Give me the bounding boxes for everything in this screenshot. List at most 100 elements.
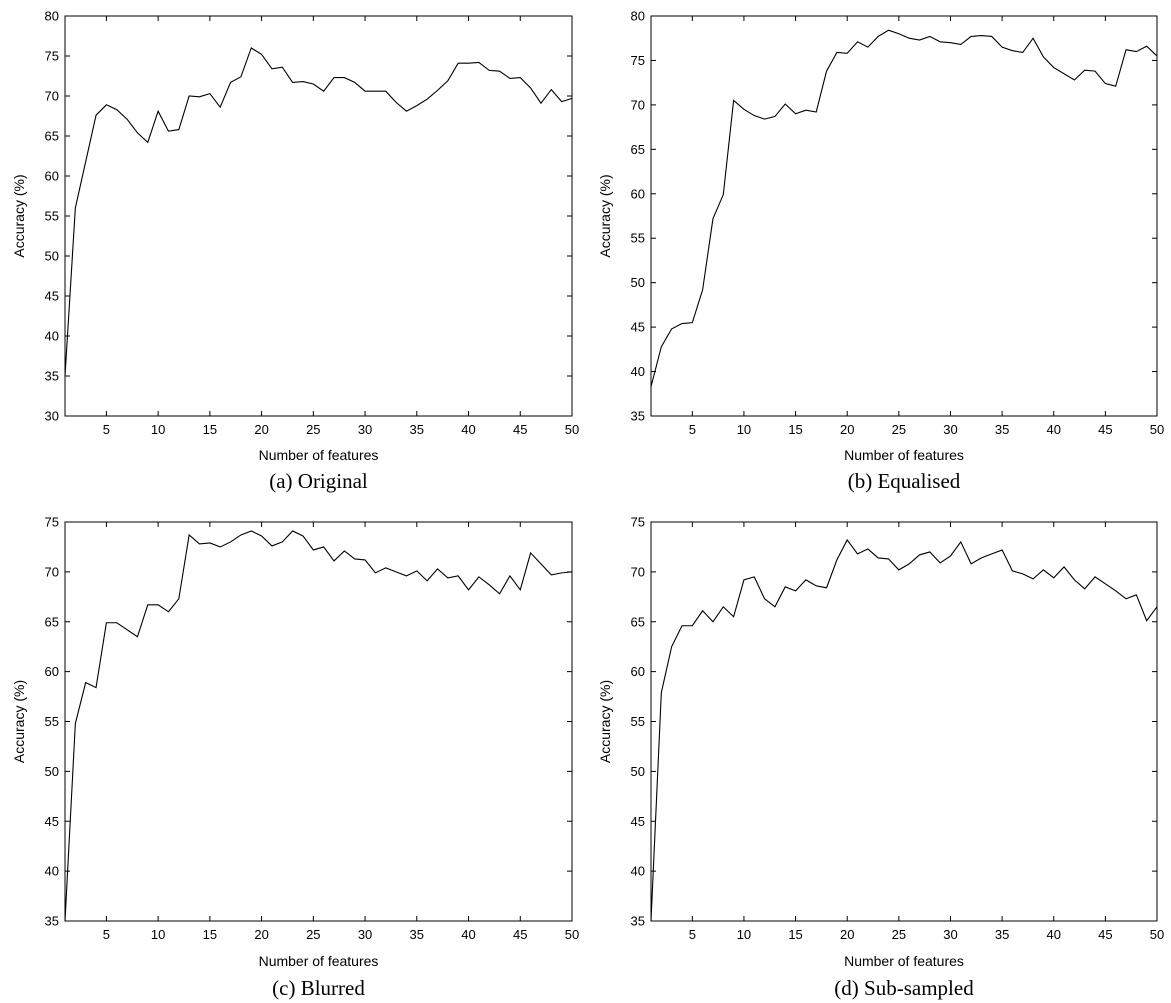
x-tick-label: 20 xyxy=(254,927,268,942)
y-tick-label: 45 xyxy=(631,320,645,335)
accuracy-line xyxy=(64,47,573,377)
x-tick-label: 50 xyxy=(1150,927,1164,942)
x-tick-label: 25 xyxy=(306,422,320,437)
x-tick-label: 35 xyxy=(410,422,424,437)
y-tick-label: 35 xyxy=(45,369,59,384)
y-tick-label: 40 xyxy=(631,864,645,879)
x-tick-label: 50 xyxy=(565,422,579,437)
x-tick-label: 35 xyxy=(995,422,1009,437)
y-tick-label: 30 xyxy=(45,409,59,424)
x-tick-label: 20 xyxy=(840,927,854,942)
subplot-d: 5 10 15 20 25 30 35 40 45 50 35 40 45 50 55 60 65 70 75 Num… xyxy=(597,515,1164,1001)
x-tick-label: 15 xyxy=(788,422,802,437)
subplot-caption: (d) Sub-sampled xyxy=(834,976,974,1000)
y-tick-label: 55 xyxy=(45,209,59,224)
subplot-caption: (b) Equalised xyxy=(848,469,961,493)
x-tick-label: 10 xyxy=(737,927,751,942)
x-tick-label: 40 xyxy=(1047,927,1061,942)
axes-frame xyxy=(64,521,573,922)
y-tick-label: 35 xyxy=(631,409,645,424)
y-tick-label: 50 xyxy=(45,249,59,264)
y-tick-label: 70 xyxy=(631,564,645,579)
accuracy-line xyxy=(650,538,1158,922)
subplot-c: 5 10 15 20 25 30 35 40 45 50 35 40 45 50 55 60 65 70 75 Num… xyxy=(11,515,579,1001)
x-tick-label: 20 xyxy=(840,422,854,437)
accuracy-line xyxy=(650,29,1158,387)
x-tick-label: 10 xyxy=(151,927,165,942)
y-tick-label: 65 xyxy=(631,614,645,629)
x-tick-label: 40 xyxy=(1047,422,1061,437)
subplot-caption: (c) Blurred xyxy=(272,976,365,1000)
accuracy-line xyxy=(64,530,573,922)
y-tick-label: 40 xyxy=(631,364,645,379)
y-tick-label: 65 xyxy=(631,142,645,157)
x-tick-label: 45 xyxy=(513,422,527,437)
y-tick-label: 70 xyxy=(45,89,59,104)
y-tick-label: 75 xyxy=(45,49,59,64)
y-tick-label: 40 xyxy=(45,864,59,879)
y-axis-label: Accuracy (%) xyxy=(597,680,613,763)
x-axis-label: Number of features xyxy=(844,447,964,463)
y-tick-label: 60 xyxy=(45,169,59,184)
x-tick-label: 10 xyxy=(151,422,165,437)
y-tick-label: 35 xyxy=(45,914,59,929)
x-tick-label: 15 xyxy=(203,422,217,437)
y-tick-label: 55 xyxy=(631,714,645,729)
y-tick-label: 65 xyxy=(45,129,59,144)
x-tick-label: 25 xyxy=(892,927,906,942)
x-tick-label: 45 xyxy=(1098,422,1112,437)
y-tick-label: 60 xyxy=(631,186,645,201)
subplot-caption: (a) Original xyxy=(269,469,368,493)
x-tick-label: 40 xyxy=(461,927,475,942)
x-tick-label: 45 xyxy=(513,927,527,942)
x-tick-label: 5 xyxy=(103,422,110,437)
y-tick-label: 45 xyxy=(45,814,59,829)
axes-frame xyxy=(650,15,1158,417)
x-tick-label: 40 xyxy=(461,422,475,437)
x-tick-label: 35 xyxy=(410,927,424,942)
y-tick-label: 80 xyxy=(631,9,645,24)
x-tick-label: 30 xyxy=(358,422,372,437)
x-tick-label: 15 xyxy=(203,927,217,942)
subplot-a: 5 10 15 20 25 30 35 40 45 50 30 35 40 45 50 55 60 65 70 75 8… xyxy=(11,9,579,494)
x-tick-label: 10 xyxy=(737,422,751,437)
y-tick-label: 65 xyxy=(45,614,59,629)
x-tick-label: 30 xyxy=(943,422,957,437)
y-tick-label: 70 xyxy=(45,564,59,579)
axes-frame xyxy=(64,15,573,417)
y-tick-label: 35 xyxy=(631,914,645,929)
y-tick-label: 75 xyxy=(45,515,59,530)
y-axis-label: Accuracy (%) xyxy=(597,174,613,257)
x-tick-label: 45 xyxy=(1098,927,1112,942)
y-tick-label: 50 xyxy=(45,764,59,779)
x-tick-label: 35 xyxy=(995,927,1009,942)
x-axis-label: Number of features xyxy=(259,447,379,463)
x-tick-label: 50 xyxy=(565,927,579,942)
y-tick-label: 55 xyxy=(45,714,59,729)
y-tick-label: 40 xyxy=(45,329,59,344)
y-tick-label: 60 xyxy=(45,664,59,679)
y-tick-label: 60 xyxy=(631,664,645,679)
y-tick-label: 75 xyxy=(631,53,645,68)
axes-frame xyxy=(650,521,1158,922)
y-tick-label: 45 xyxy=(631,814,645,829)
x-tick-label: 30 xyxy=(358,927,372,942)
x-tick-label: 15 xyxy=(788,927,802,942)
x-tick-label: 25 xyxy=(306,927,320,942)
x-tick-label: 5 xyxy=(689,422,696,437)
x-tick-label: 25 xyxy=(892,422,906,437)
x-tick-label: 5 xyxy=(689,927,696,942)
y-tick-label: 70 xyxy=(631,97,645,112)
y-tick-label: 50 xyxy=(631,764,645,779)
subplot-b: 5 10 15 20 25 30 35 40 45 50 35 40 45 50 55 60 65 70 75 80 N… xyxy=(597,9,1164,494)
y-tick-label: 50 xyxy=(631,275,645,290)
x-axis-label: Number of features xyxy=(259,953,379,969)
x-tick-label: 50 xyxy=(1150,422,1164,437)
y-tick-label: 45 xyxy=(45,289,59,304)
y-axis-label: Accuracy (%) xyxy=(11,174,27,257)
y-tick-label: 80 xyxy=(45,9,59,24)
y-axis-label: Accuracy (%) xyxy=(11,680,27,763)
x-axis-label: Number of features xyxy=(844,953,964,969)
x-tick-label: 5 xyxy=(103,927,110,942)
